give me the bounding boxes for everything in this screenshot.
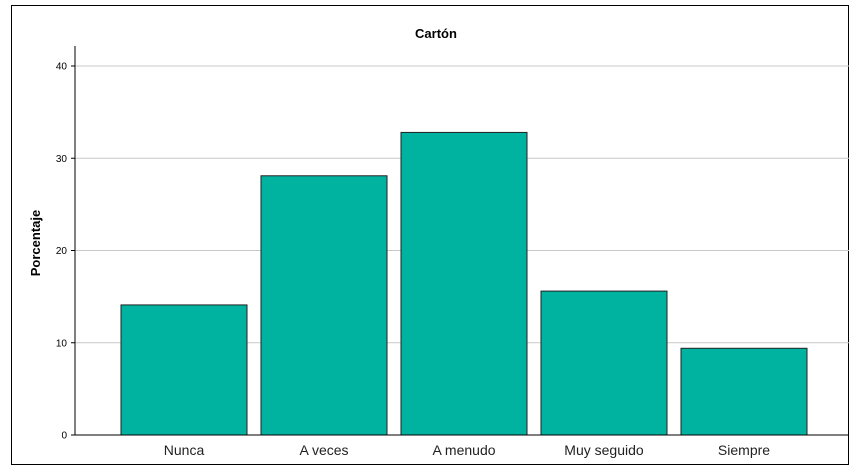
x-tick-label: Nunca (164, 442, 205, 458)
x-tick-label: A menudo (432, 442, 495, 458)
bar-nunca (120, 304, 248, 436)
bar-a-menudo (400, 131, 528, 436)
bar-siempre (680, 347, 808, 436)
x-tick-label: Muy seguido (564, 442, 644, 458)
chart-title: Cartón (415, 26, 457, 41)
y-tick-label: 40 (56, 62, 68, 73)
y-tick-label: 0 (61, 431, 67, 442)
y-axis-ticks: 0 10 20 30 40 (56, 62, 75, 442)
bars (75, 131, 849, 436)
x-tick-label: A veces (299, 442, 348, 458)
bar-muy-seguido (540, 290, 668, 436)
y-tick-label: 10 (56, 338, 68, 349)
bar-a-veces (260, 175, 388, 436)
x-tick-label: Siempre (718, 442, 770, 458)
y-tick-label: 20 (56, 246, 68, 257)
y-axis-label: Porcentaje (28, 210, 43, 276)
y-tick-label: 30 (56, 154, 68, 165)
x-axis-ticks: Nunca A veces A menudo Muy seguido Siempre (164, 442, 771, 458)
